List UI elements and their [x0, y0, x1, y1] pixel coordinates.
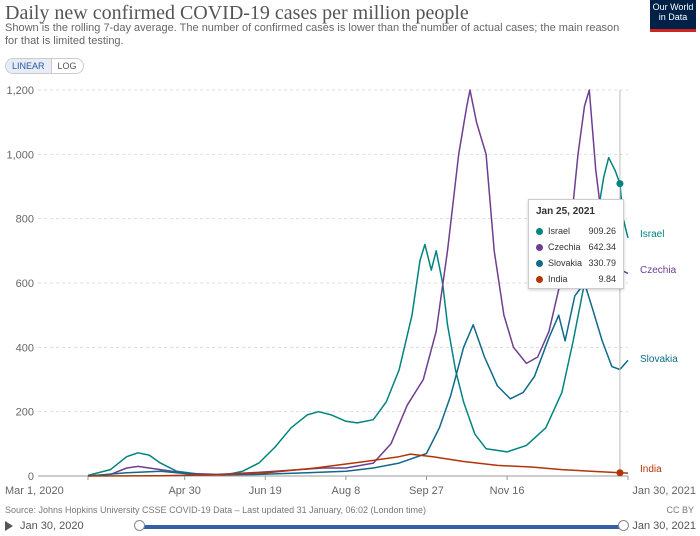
license-link[interactable]: CC BY	[666, 505, 694, 515]
tooltip-value: 642.34	[588, 242, 616, 252]
line-chart: 0 200 400 600 800 1,000 1,200 Mar 1, 2020 Apr 30…	[5, 85, 696, 497]
x-tick-label: Nov 16	[490, 485, 525, 497]
x-tick-label: Jan 30, 2021	[632, 485, 696, 497]
log-scale-button[interactable]: LOG	[57, 61, 77, 71]
x-tick-label: Aug 8	[332, 485, 361, 497]
source-note[interactable]: Source: Johns Hopkins University CSSE CO…	[5, 505, 427, 515]
tooltip-name: Slovakia	[548, 258, 583, 268]
tooltip-row-israel: Israel 909.26	[536, 223, 616, 239]
timeline-end-label: Jan 30, 2021	[632, 520, 696, 532]
hover-point-israel	[616, 180, 624, 188]
czechia-dot-icon	[536, 243, 543, 251]
series-line-india	[87, 453, 629, 477]
logo-line-2: in Data	[658, 12, 688, 22]
tooltip-row-czechia: Czechia 642.34	[536, 239, 616, 255]
logo-line-1: Our World	[652, 2, 694, 12]
timeline-end-handle[interactable]	[618, 520, 629, 531]
tooltip-row-india: India 9.84	[536, 271, 616, 287]
timeline-start-handle[interactable]	[134, 520, 145, 531]
y-tick-label: 600	[16, 278, 34, 290]
series-label-israel: Israel	[640, 229, 664, 240]
linear-scale-button[interactable]: LINEAR	[6, 59, 52, 73]
tooltip-row-slovakia: Slovakia 330.79	[536, 255, 616, 271]
timeline-bar: Jan 30, 2020 Jan 30, 2021	[0, 517, 700, 536]
y-tick-label: 1,200	[6, 85, 34, 97]
x-tick-label: Mar 1, 2020	[5, 485, 64, 497]
tooltip-name: India	[548, 274, 568, 284]
play-icon[interactable]	[5, 521, 13, 531]
series-label-india: India	[640, 464, 662, 475]
slovakia-dot-icon	[536, 259, 543, 267]
india-dot-icon	[536, 275, 543, 283]
hover-point-india	[616, 469, 624, 477]
chart-title: Daily new confirmed COVID-19 cases per m…	[5, 2, 469, 24]
timeline-start-label: Jan 30, 2020	[20, 520, 84, 532]
tooltip-date: Jan 25, 2021	[536, 206, 595, 217]
y-tick-label: 200	[16, 407, 34, 419]
series-line-slovakia	[87, 282, 629, 477]
y-tick-label: 800	[16, 214, 34, 226]
tooltip-value: 9.84	[598, 274, 616, 284]
owid-logo[interactable]: Our World in Data	[650, 0, 696, 32]
x-tick-label: Apr 30	[168, 485, 200, 497]
timeline-track[interactable]	[140, 525, 624, 529]
x-tick-label: Jun 19	[249, 485, 282, 497]
tooltip-value: 330.79	[588, 258, 616, 268]
y-tick-label: 400	[16, 342, 34, 354]
x-tick-label: Sep 27	[409, 485, 444, 497]
israel-dot-icon	[536, 227, 543, 235]
scale-toggle: LINEAR LOG	[5, 58, 84, 74]
tooltip-name: Czechia	[548, 242, 581, 252]
y-tick-label: 0	[28, 471, 34, 483]
y-tick-label: 1,000	[6, 149, 34, 161]
series-label-czechia: Czechia	[640, 265, 677, 276]
tooltip-value: 909.26	[588, 226, 616, 236]
chart-subtitle: Shown is the rolling 7-day average. The …	[5, 22, 620, 47]
tooltip-name: Israel	[548, 226, 571, 236]
series-label-slovakia: Slovakia	[640, 354, 678, 365]
hover-tooltip: Jan 25, 2021 Israel 909.26 Czechia 642.3…	[528, 199, 624, 289]
